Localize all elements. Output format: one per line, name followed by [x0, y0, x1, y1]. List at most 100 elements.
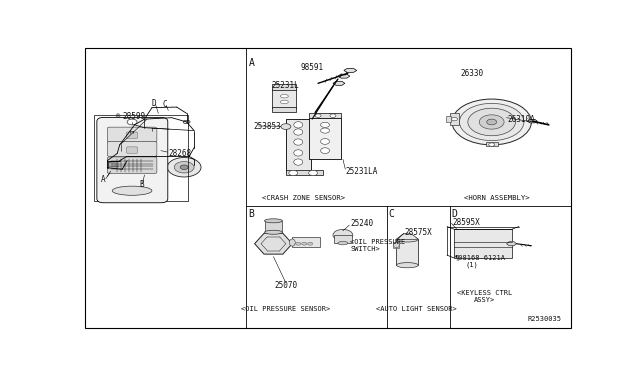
Text: 28599: 28599	[122, 112, 145, 121]
Text: 28575X: 28575X	[405, 228, 433, 237]
FancyBboxPatch shape	[127, 147, 138, 153]
Polygon shape	[507, 242, 516, 246]
Ellipse shape	[280, 94, 288, 98]
Bar	[309, 112, 341, 118]
Circle shape	[330, 114, 336, 118]
Ellipse shape	[294, 159, 303, 165]
Text: 25240: 25240	[350, 219, 374, 228]
Polygon shape	[527, 119, 538, 123]
Circle shape	[289, 170, 298, 176]
Circle shape	[451, 118, 458, 121]
Circle shape	[489, 143, 495, 146]
Ellipse shape	[112, 186, 152, 195]
Bar	[264, 221, 282, 232]
Ellipse shape	[280, 100, 288, 104]
Bar	[286, 170, 323, 175]
Bar	[446, 116, 451, 122]
Circle shape	[121, 168, 128, 172]
Bar	[94, 115, 188, 201]
Text: <KEYLESS CTRL: <KEYLESS CTRL	[456, 290, 512, 296]
Circle shape	[308, 242, 312, 245]
Text: A: A	[101, 175, 106, 184]
Bar	[309, 118, 341, 159]
Ellipse shape	[294, 122, 303, 128]
Ellipse shape	[183, 120, 190, 124]
Ellipse shape	[294, 129, 303, 135]
Circle shape	[487, 119, 497, 125]
Circle shape	[116, 165, 134, 175]
Text: B: B	[140, 180, 144, 189]
Text: 25070: 25070	[275, 281, 298, 290]
FancyBboxPatch shape	[97, 118, 168, 203]
Text: ¶08168-6121A: ¶08168-6121A	[455, 254, 506, 260]
Circle shape	[321, 122, 330, 128]
Text: C: C	[163, 100, 168, 109]
Text: 26330: 26330	[461, 69, 484, 78]
Text: D: D	[152, 99, 157, 108]
Text: 98591: 98591	[301, 63, 324, 72]
Circle shape	[468, 108, 515, 136]
Ellipse shape	[294, 139, 303, 145]
Polygon shape	[333, 81, 345, 85]
Text: <OIL PRESSURE SENSOR>: <OIL PRESSURE SENSOR>	[241, 306, 330, 312]
Circle shape	[127, 119, 137, 125]
Text: <HORN ASSEMBLY>: <HORN ASSEMBLY>	[464, 195, 529, 201]
Ellipse shape	[396, 237, 419, 242]
Bar	[449, 113, 460, 125]
Bar	[394, 242, 399, 248]
Circle shape	[479, 115, 504, 129]
Bar	[486, 142, 498, 146]
Text: (1): (1)	[465, 262, 478, 268]
Bar	[273, 89, 296, 108]
Polygon shape	[396, 233, 419, 240]
Text: ASSY>: ASSY>	[474, 297, 495, 303]
Bar	[396, 240, 419, 265]
Text: 26310A: 26310A	[508, 115, 535, 124]
Text: ®: ®	[116, 114, 120, 120]
Polygon shape	[338, 74, 350, 78]
Text: 28595X: 28595X	[452, 218, 480, 227]
Text: 25231L: 25231L	[271, 81, 299, 90]
Polygon shape	[344, 68, 356, 73]
Ellipse shape	[394, 243, 399, 248]
Text: <OIL PRESSURE: <OIL PRESSURE	[350, 239, 406, 245]
Polygon shape	[255, 233, 292, 254]
Ellipse shape	[396, 263, 419, 268]
Circle shape	[460, 103, 524, 141]
Text: 253853: 253853	[253, 122, 282, 131]
Ellipse shape	[264, 219, 282, 223]
Circle shape	[296, 242, 301, 245]
Text: <CRASH ZONE SENSOR>: <CRASH ZONE SENSOR>	[262, 195, 345, 201]
Circle shape	[308, 170, 317, 176]
Text: R2530035: R2530035	[527, 316, 561, 322]
Text: SWITCH>: SWITCH>	[350, 246, 380, 251]
Text: 25231LA: 25231LA	[346, 167, 378, 176]
Bar	[334, 235, 352, 243]
Ellipse shape	[338, 241, 348, 245]
Bar	[292, 237, 319, 247]
Ellipse shape	[264, 230, 282, 234]
Bar	[273, 84, 296, 90]
Bar	[273, 107, 296, 112]
Circle shape	[452, 99, 531, 145]
Text: D: D	[451, 209, 458, 219]
Text: C: C	[388, 209, 394, 219]
Text: B: B	[249, 209, 255, 219]
FancyBboxPatch shape	[108, 127, 157, 142]
FancyBboxPatch shape	[108, 157, 157, 173]
Circle shape	[315, 114, 321, 118]
Circle shape	[174, 161, 194, 173]
Text: A: A	[249, 58, 255, 68]
Bar	[454, 230, 511, 258]
Bar	[108, 157, 119, 161]
Ellipse shape	[321, 148, 330, 154]
Ellipse shape	[321, 139, 330, 144]
Circle shape	[301, 242, 307, 245]
Bar	[286, 119, 310, 171]
Circle shape	[321, 128, 330, 133]
Circle shape	[333, 230, 353, 241]
Circle shape	[167, 157, 201, 177]
Ellipse shape	[289, 239, 295, 246]
FancyBboxPatch shape	[108, 141, 157, 156]
Circle shape	[281, 124, 291, 129]
